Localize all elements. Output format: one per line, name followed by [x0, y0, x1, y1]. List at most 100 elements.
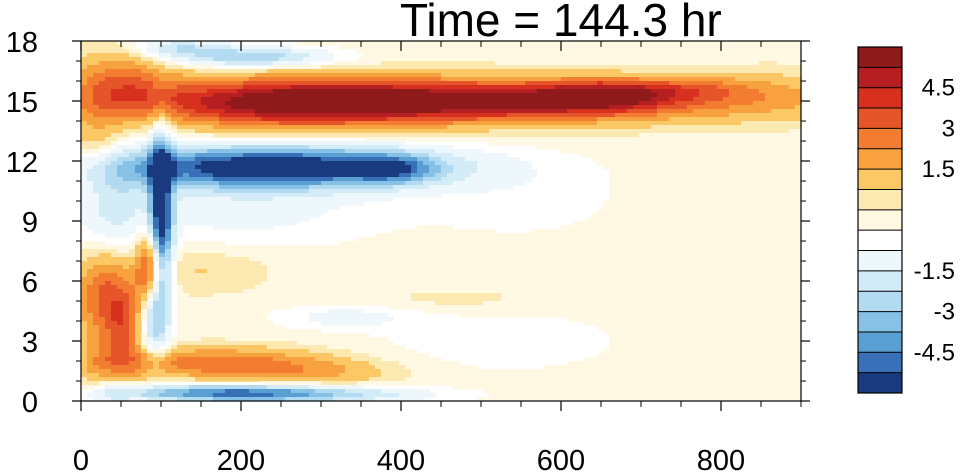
contour-cell	[561, 225, 568, 230]
contour-cell	[699, 201, 706, 206]
contour-cell	[705, 225, 712, 230]
contour-cell	[105, 121, 112, 126]
contour-cell	[651, 185, 658, 190]
contour-cell	[537, 113, 544, 118]
contour-cell	[135, 133, 142, 138]
contour-cell	[441, 53, 448, 58]
contour-cell	[369, 101, 376, 106]
contour-cell	[423, 181, 430, 186]
contour-cell	[147, 89, 154, 94]
contour-cell	[693, 129, 700, 134]
contour-cell	[147, 117, 154, 122]
contour-cell	[297, 173, 304, 178]
contour-cell	[465, 117, 472, 122]
contour-cell	[273, 201, 280, 206]
contour-cell	[393, 93, 400, 98]
contour-cell	[297, 157, 304, 162]
contour-cell	[369, 125, 376, 130]
contour-cell	[363, 133, 370, 138]
contour-cell	[405, 93, 412, 98]
contour-cell	[135, 165, 142, 170]
contour-cell	[621, 145, 628, 150]
contour-cell	[603, 209, 610, 214]
contour-cell	[663, 69, 670, 74]
contour-cell	[723, 217, 730, 222]
contour-cell	[141, 53, 148, 58]
contour-cell	[513, 65, 520, 70]
contour-cell	[321, 149, 328, 154]
contour-cell	[471, 129, 478, 134]
contour-cell	[675, 45, 682, 50]
contour-cell	[597, 89, 604, 94]
contour-cell	[483, 113, 490, 118]
contour-cell	[681, 113, 688, 118]
contour-cell	[165, 185, 172, 190]
contour-cell	[213, 129, 220, 134]
contour-cell	[699, 117, 706, 122]
contour-cell	[747, 45, 754, 50]
contour-cell	[243, 145, 250, 150]
contour-cell	[249, 93, 256, 98]
contour-cell	[513, 125, 520, 130]
contour-cell	[663, 89, 670, 94]
contour-cell	[597, 77, 604, 82]
contour-cell	[747, 125, 754, 130]
contour-cell	[201, 101, 208, 106]
contour-cell	[561, 61, 568, 66]
contour-cell	[669, 209, 676, 214]
contour-cell	[471, 185, 478, 190]
contour-cell	[153, 189, 160, 194]
contour-cell	[111, 85, 118, 90]
contour-cell	[723, 45, 730, 50]
contour-cell	[585, 97, 592, 102]
contour-cell	[483, 65, 490, 70]
contour-cell	[639, 121, 646, 126]
contour-cell	[123, 133, 130, 138]
contour-cell	[387, 153, 394, 158]
contour-cell	[633, 189, 640, 194]
contour-cell	[159, 213, 166, 218]
contour-cell	[135, 169, 142, 174]
contour-cell	[675, 225, 682, 230]
contour-cell	[597, 141, 604, 146]
contour-cell	[771, 45, 778, 50]
contour-cell	[423, 105, 430, 110]
contour-cell	[219, 133, 226, 138]
contour-cell	[789, 165, 796, 170]
contour-cell	[165, 173, 172, 178]
contour-cell	[117, 217, 124, 222]
contour-cell	[321, 189, 328, 194]
contour-cell	[255, 161, 262, 166]
contour-cell	[699, 113, 706, 118]
contour-cell	[261, 89, 268, 94]
contour-cell	[147, 133, 154, 138]
contour-cell	[441, 165, 448, 170]
contour-cell	[669, 137, 676, 142]
contour-cell	[369, 89, 376, 94]
contour-cell	[795, 153, 802, 158]
contour-cell	[159, 137, 166, 142]
contour-cell	[279, 181, 286, 186]
contour-cell	[735, 165, 742, 170]
contour-cell	[105, 141, 112, 146]
contour-cell	[657, 61, 664, 66]
contour-cell	[711, 113, 718, 118]
contour-cell	[741, 197, 748, 202]
contour-cell	[207, 117, 214, 122]
contour-cell	[501, 113, 508, 118]
contour-cell	[273, 133, 280, 138]
contour-cell	[699, 153, 706, 158]
contour-cell	[501, 157, 508, 162]
contour-cell	[747, 205, 754, 210]
contour-cell	[237, 157, 244, 162]
contour-cell	[87, 149, 94, 154]
contour-cell	[495, 109, 502, 114]
contour-cell	[273, 161, 280, 166]
contour-cell	[435, 77, 442, 82]
contour-cell	[465, 169, 472, 174]
contour-cell	[753, 53, 760, 58]
contour-cell	[201, 69, 208, 74]
contour-cell	[609, 41, 616, 46]
contour-cell	[645, 133, 652, 138]
